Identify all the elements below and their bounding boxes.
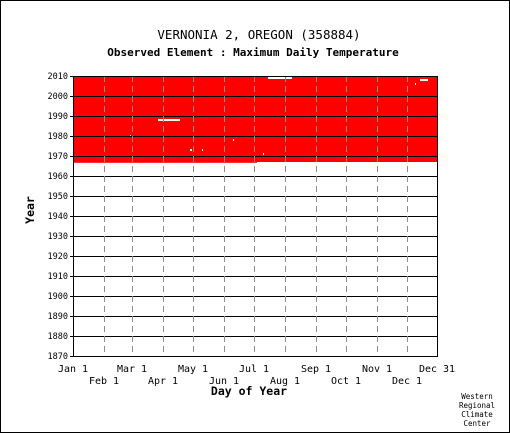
missing-data-segment <box>233 139 234 141</box>
missing-data-segment <box>415 83 416 85</box>
y-tick-label: 1940 <box>48 212 68 222</box>
credit-line-3: Climate <box>461 410 493 419</box>
x-tick-label-lower: Dec 1 <box>392 376 422 387</box>
x-tick-label-upper: Jan 1 <box>58 364 88 375</box>
y-axis-ticks: 1870 1880 1890 1900 1910 1920 1930 1940 1950 1960… <box>48 72 73 362</box>
plot-border <box>73 76 438 357</box>
y-tick-label: 1900 <box>48 292 68 302</box>
x-tick-label-upper: Mar 1 <box>117 364 147 375</box>
x-tick-label-upper: Nov 1 <box>362 364 392 375</box>
missing-data-segment <box>420 79 428 81</box>
x-axis-ticks: Jan 1 Mar 1 May 1 Jul 1 Sep 1 Nov 1 Dec 31 Feb … <box>58 364 455 387</box>
x-tick-label-lower: Aug 1 <box>270 376 300 387</box>
y-tick-label: 2010 <box>48 72 68 82</box>
y-tick-label: 1960 <box>48 172 68 182</box>
y-tick-label: 1870 <box>48 352 68 362</box>
data-coverage-block <box>73 162 257 163</box>
y-tick-label: 1950 <box>48 192 68 202</box>
x-tick-label-lower: Oct 1 <box>331 376 361 387</box>
credit-line-4: Center <box>463 419 491 428</box>
y-tick-label: 1930 <box>48 232 68 242</box>
chart-title: VERNONIA 2, OREGON (358884) <box>157 27 360 42</box>
y-tick-label: 1980 <box>48 132 68 142</box>
chart-subtitle: Observed Element : Maximum Daily Tempera… <box>107 46 399 59</box>
y-tick-label: 1990 <box>48 112 68 122</box>
y-tick-label: 1890 <box>48 312 68 322</box>
missing-data-segment <box>268 77 292 79</box>
missing-data-segment <box>158 119 180 121</box>
wrcc-credit: Western Regional Climate Center <box>459 392 495 428</box>
missing-data-segment <box>263 153 264 155</box>
credit-line-2: Regional <box>459 401 495 410</box>
x-tick-label-upper: May 1 <box>178 364 208 375</box>
x-axis-label: Day of Year <box>211 384 287 398</box>
plot-area <box>73 76 438 357</box>
x-tick-label-upper: Sep 1 <box>301 364 331 375</box>
credit-line-1: Western <box>461 392 493 401</box>
missing-data-segment <box>190 149 192 151</box>
x-tick-label-upper: Jul 1 <box>239 364 269 375</box>
y-tick-label: 1910 <box>48 272 68 282</box>
x-tick-label-upper: Dec 31 <box>419 364 455 375</box>
x-tick-label-lower: Apr 1 <box>148 376 178 387</box>
x-tick-label-lower: Jun 1 <box>209 376 239 387</box>
y-tick-label: 1920 <box>48 252 68 262</box>
y-tick-label: 1880 <box>48 332 68 342</box>
y-tick-label: 1970 <box>48 152 68 162</box>
y-axis-label: Year <box>23 196 37 224</box>
missing-data-segment <box>202 149 203 151</box>
y-tick-label: 2000 <box>48 92 68 102</box>
x-tick-label-lower: Feb 1 <box>89 376 119 387</box>
